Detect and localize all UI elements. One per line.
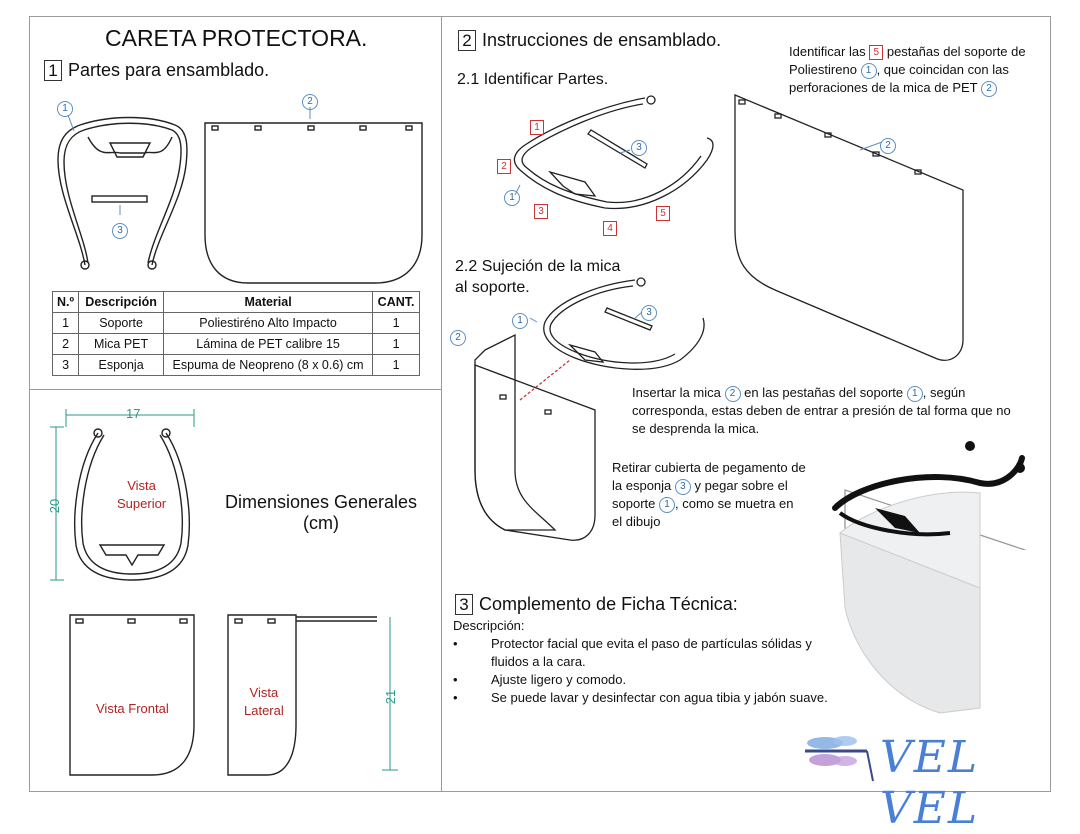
dimension-side-height-label: 21 bbox=[382, 690, 400, 704]
header-number: N.º bbox=[53, 292, 79, 313]
step-2-2-line2: al soporte. bbox=[455, 277, 620, 298]
description-item: Se puede lavar y desinfectar con agua ti… bbox=[453, 689, 838, 707]
section2-title: Instrucciones de ensamblado. bbox=[482, 30, 721, 50]
step-2-2-line1: 2.2 Sujeción de la mica bbox=[455, 256, 620, 277]
cell: Lámina de PET calibre 15 bbox=[164, 334, 373, 355]
table-header-row: N.º Descripción Material CANT. bbox=[53, 292, 420, 313]
callout-3-icon: 3 bbox=[675, 479, 691, 495]
note3-part-d: soporte bbox=[612, 496, 655, 511]
section1-number: 1 bbox=[44, 60, 62, 81]
note-sponge: Retirar cubierta de pegamento de la espo… bbox=[612, 459, 822, 531]
dimensions-title-line2: (cm) bbox=[218, 513, 424, 534]
step-2-2-heading: 2.2 Sujeción de la mica al soporte. bbox=[455, 256, 620, 298]
parts-drawing bbox=[40, 85, 440, 285]
callout-1-circle-icon: 1 bbox=[504, 190, 520, 206]
note-insert: Insertar la mica 2 en las pestañas del s… bbox=[632, 384, 1042, 438]
callout-5-square-icon: 5 bbox=[656, 206, 670, 221]
cell: Poliestiréno Alto Impacto bbox=[164, 313, 373, 334]
callout-1-icon: 1 bbox=[861, 63, 877, 79]
note1-part-a: Identificar las bbox=[789, 44, 866, 59]
note3-part-f: el dibujo bbox=[612, 514, 660, 529]
note2-part-a: Insertar la mica bbox=[632, 385, 721, 400]
callout-3-square-icon: 3 bbox=[534, 204, 548, 219]
step-2-1-heading: 2.1 Identificar Partes. bbox=[457, 71, 608, 89]
section1-title: Partes para ensamblado. bbox=[68, 60, 269, 80]
description-item: Protector facial que evita el paso de pa… bbox=[453, 635, 838, 671]
cell: Espuma de Neopreno (8 x 0.6) cm bbox=[164, 355, 373, 376]
note2-part-d: corresponda, estas deben de entrar a pre… bbox=[632, 403, 1011, 418]
cell: 1 bbox=[373, 334, 420, 355]
note2-part-c: , según bbox=[923, 385, 966, 400]
callout-4-square-icon: 4 bbox=[603, 221, 617, 236]
dimensions-title: Dimensiones Generales (cm) bbox=[218, 492, 424, 534]
section3-heading: 3 Complemento de Ficha Técnica: bbox=[455, 594, 738, 615]
cell: 1 bbox=[373, 313, 420, 334]
view-side-line1: Vista bbox=[244, 684, 284, 702]
note3-part-b: la esponja bbox=[612, 478, 671, 493]
dimensions-title-line1: Dimensiones Generales bbox=[218, 492, 424, 513]
callout-3-icon: 3 bbox=[112, 223, 128, 239]
table-row: 1 Soporte Poliestiréno Alto Impacto 1 bbox=[53, 313, 420, 334]
dimensions-drawing bbox=[42, 405, 437, 785]
note2-part-e: se desprenda la mica. bbox=[632, 421, 759, 436]
page-title: CARETA PROTECTORA. bbox=[105, 25, 367, 52]
cell: 2 bbox=[53, 334, 79, 355]
section2-heading: 2 Instrucciones de ensamblado. bbox=[458, 30, 721, 51]
table-row: 3 Esponja Espuma de Neopreno (8 x 0.6) c… bbox=[53, 355, 420, 376]
cell: 1 bbox=[53, 313, 79, 334]
description-item: Ajuste ligero y comodo. bbox=[453, 671, 838, 689]
callout-2-square-icon: 2 bbox=[497, 159, 511, 174]
section1-heading: 1 Partes para ensamblado. bbox=[44, 60, 269, 81]
section3-title: Complemento de Ficha Técnica: bbox=[479, 594, 738, 614]
face-shield-render bbox=[830, 438, 1035, 718]
horizontal-divider bbox=[29, 389, 441, 390]
callout-2-circle-icon: 2 bbox=[450, 330, 466, 346]
header-quantity: CANT. bbox=[373, 292, 420, 313]
callout-1-icon: 1 bbox=[57, 101, 73, 117]
view-side-label: Vista Lateral bbox=[244, 684, 284, 720]
callout-1-square-icon: 1 bbox=[530, 120, 544, 135]
note1-part-b: pestañas del soporte de bbox=[887, 44, 1026, 59]
callout-2-icon: 2 bbox=[725, 386, 741, 402]
note3-part-a: Retirar cubierta de pegamento de bbox=[612, 460, 806, 475]
cell: Mica PET bbox=[79, 334, 164, 355]
cell: Esponja bbox=[79, 355, 164, 376]
callout-1-icon: 1 bbox=[907, 386, 923, 402]
view-top-line2: Superior bbox=[117, 495, 166, 513]
callout-3-circle-icon: 3 bbox=[631, 140, 647, 156]
header-material: Material bbox=[164, 292, 373, 313]
header-description: Descripción bbox=[79, 292, 164, 313]
callout-3-circle-icon: 3 bbox=[641, 305, 657, 321]
section3-number: 3 bbox=[455, 594, 473, 615]
brand-logo: VEL VEL bbox=[880, 732, 1080, 834]
description-list: Protector facial que evita el paso de pa… bbox=[453, 635, 838, 707]
note1-part-d: , que coincidan con las bbox=[877, 62, 1009, 77]
parts-table: N.º Descripción Material CANT. 1 Soporte… bbox=[52, 291, 420, 376]
cell: 3 bbox=[53, 355, 79, 376]
callout-2-icon: 2 bbox=[302, 94, 318, 110]
table-row: 2 Mica PET Lámina de PET calibre 15 1 bbox=[53, 334, 420, 355]
view-top-line1: Vista bbox=[117, 477, 166, 495]
note3-part-e: , como se muetra en bbox=[675, 496, 794, 511]
section2-number: 2 bbox=[458, 30, 476, 51]
view-side-line2: Lateral bbox=[244, 702, 284, 720]
dragonfly-logo-icon bbox=[795, 733, 875, 788]
dimension-height-label: 20 bbox=[46, 499, 64, 513]
note3-part-c: y pegar sobre el bbox=[695, 478, 788, 493]
callout-1-circle-icon: 1 bbox=[512, 313, 528, 329]
callout-2-circle-icon: 2 bbox=[880, 138, 896, 154]
vertical-divider bbox=[441, 16, 442, 792]
view-top-label: Vista Superior bbox=[117, 477, 166, 513]
note-identify: Identificar las 5 pestañas del soporte d… bbox=[789, 43, 1049, 97]
callout-5-icon: 5 bbox=[869, 45, 883, 60]
note1-part-c: Poliestireno bbox=[789, 62, 857, 77]
view-front-label: Vista Frontal bbox=[96, 700, 169, 718]
cell: Soporte bbox=[79, 313, 164, 334]
note2-part-b: en las pestañas del soporte bbox=[744, 385, 903, 400]
dimension-width-label: 17 bbox=[126, 405, 140, 423]
cell: 1 bbox=[373, 355, 420, 376]
description-label: Descripción: bbox=[453, 617, 525, 635]
callout-1-icon: 1 bbox=[659, 497, 675, 513]
